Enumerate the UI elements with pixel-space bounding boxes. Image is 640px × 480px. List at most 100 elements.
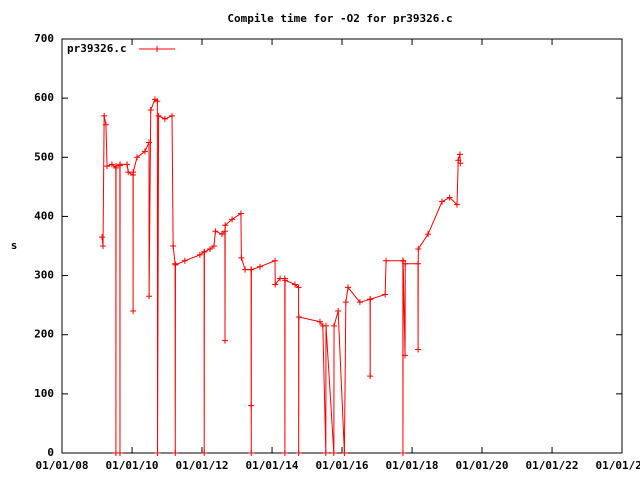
x-tick-label: 01/01/22 xyxy=(526,459,579,472)
point-marker xyxy=(402,260,409,267)
point-marker xyxy=(172,261,179,268)
point-marker xyxy=(341,450,348,456)
point-marker xyxy=(295,450,302,456)
point-marker xyxy=(272,257,279,264)
y-tick-label: 600 xyxy=(34,91,54,104)
point-marker xyxy=(248,266,255,273)
point-marker xyxy=(281,450,288,456)
point-marker xyxy=(295,313,302,320)
point-marker xyxy=(331,322,338,329)
point-marker xyxy=(456,151,463,158)
point-marker xyxy=(414,260,421,267)
point-marker xyxy=(108,161,115,168)
point-marker xyxy=(322,450,329,456)
point-marker xyxy=(330,450,337,456)
y-tick-label: 200 xyxy=(34,328,54,341)
point-marker xyxy=(196,251,203,258)
point-marker xyxy=(221,228,228,235)
point-marker xyxy=(248,450,255,456)
point-marker xyxy=(221,337,228,344)
point-marker xyxy=(172,450,179,456)
point-marker xyxy=(399,450,406,456)
point-marker xyxy=(316,318,323,325)
point-marker xyxy=(161,115,168,122)
point-marker xyxy=(201,248,208,255)
point-marker xyxy=(116,450,123,456)
y-tick-label: 400 xyxy=(34,209,54,222)
point-marker xyxy=(415,245,422,252)
point-marker xyxy=(141,148,148,155)
point-marker xyxy=(382,291,389,298)
point-marker xyxy=(222,222,229,229)
point-marker xyxy=(367,373,374,380)
point-marker xyxy=(130,308,137,315)
y-tick-label: 500 xyxy=(34,150,54,163)
chart-title: Compile time for -O2 for pr39326.c xyxy=(227,12,452,25)
x-tick-label: 01/01/16 xyxy=(316,459,369,472)
point-marker xyxy=(212,228,219,235)
point-marker xyxy=(282,277,289,284)
point-marker xyxy=(457,160,464,167)
point-marker xyxy=(113,163,120,170)
point-marker xyxy=(322,322,329,329)
point-marker xyxy=(342,299,349,306)
point-marker xyxy=(147,106,154,113)
point-marker xyxy=(101,112,108,119)
point-marker xyxy=(237,210,244,217)
series-line xyxy=(101,98,461,454)
point-marker xyxy=(104,163,111,170)
point-marker xyxy=(415,346,422,353)
y-tick-label: 700 xyxy=(34,32,54,45)
x-tick-label: 01/01/18 xyxy=(386,459,439,472)
y-tick-label: 0 xyxy=(47,446,54,459)
legend-label: pr39326.c xyxy=(67,42,127,55)
point-marker xyxy=(218,231,225,238)
x-tick-label: 01/01/08 xyxy=(36,459,89,472)
y-axis-label: s xyxy=(11,239,18,252)
point-marker xyxy=(335,308,342,315)
point-marker xyxy=(155,112,162,119)
point-marker xyxy=(210,243,217,249)
point-marker xyxy=(439,198,446,205)
point-marker xyxy=(99,234,106,241)
point-marker xyxy=(238,254,245,261)
point-marker xyxy=(295,284,302,291)
point-marker xyxy=(117,161,124,168)
point-marker xyxy=(169,112,176,119)
point-marker xyxy=(146,139,153,146)
point-marker xyxy=(201,450,208,456)
point-marker xyxy=(272,281,279,288)
point-marker xyxy=(453,201,460,208)
point-marker xyxy=(154,98,161,105)
point-marker xyxy=(383,257,390,264)
point-marker xyxy=(170,243,177,249)
point-marker xyxy=(367,296,374,303)
point-marker xyxy=(146,293,153,300)
point-marker xyxy=(402,352,409,359)
y-tick-label: 100 xyxy=(34,387,54,400)
x-tick-label: 01/01/20 xyxy=(456,459,509,472)
y-tick-label: 300 xyxy=(34,269,54,282)
point-marker xyxy=(345,284,352,291)
point-marker xyxy=(102,121,109,128)
point-marker xyxy=(256,263,263,270)
point-marker xyxy=(154,450,161,456)
x-tick-label: 01/01/12 xyxy=(176,459,229,472)
point-marker xyxy=(100,243,107,249)
point-marker xyxy=(181,257,188,264)
x-tick-label: 01/01/24 xyxy=(596,459,640,472)
legend-marker xyxy=(154,46,160,52)
point-marker xyxy=(130,169,137,176)
x-tick-label: 01/01/14 xyxy=(246,459,299,472)
point-marker xyxy=(356,299,363,306)
point-marker xyxy=(229,216,236,223)
point-marker xyxy=(446,194,453,201)
point-marker xyxy=(425,231,432,238)
point-marker xyxy=(134,154,141,161)
point-marker xyxy=(248,402,255,409)
point-marker xyxy=(124,161,131,168)
point-marker xyxy=(291,281,298,288)
point-marker xyxy=(242,266,249,273)
